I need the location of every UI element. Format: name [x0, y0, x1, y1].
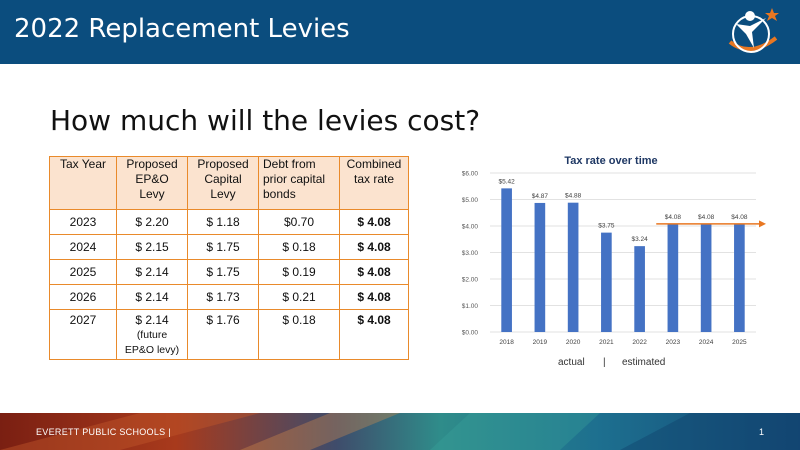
x-tick-label: 2025 — [732, 339, 747, 346]
cell-year: 2026 — [49, 284, 117, 310]
x-tick-label: 2021 — [599, 339, 614, 346]
legend-actual: actual — [558, 357, 585, 368]
cell-year: 2027 — [49, 309, 117, 360]
cell-debt: $ 0.19 — [258, 259, 340, 285]
cell-debt: $ 0.18 — [258, 309, 340, 360]
cell-debt: $0.70 — [258, 209, 340, 235]
table-header-row: Tax Year Proposed EP&O Levy Proposed Capita… — [49, 156, 409, 210]
cell-epo: $ 2.14 — [116, 259, 188, 285]
chart-title: Tax rate over time — [564, 155, 657, 167]
cell-year: 2025 — [49, 259, 117, 285]
district-logo-icon — [728, 8, 779, 53]
cell-capital: $ 1.73 — [187, 284, 259, 310]
y-tick-label: $1.00 — [462, 303, 479, 310]
cell-combined: $ 4.08 — [339, 234, 409, 260]
y-tick-label: $4.00 — [462, 224, 479, 231]
cell-debt: $ 0.18 — [258, 234, 340, 260]
header-prior-debt: Debt from prior capital bonds — [258, 156, 340, 210]
bar — [734, 223, 745, 332]
bar — [567, 202, 579, 332]
table-row: 2027 $ 2.14 (future EP&O levy) $ 1.76 $ 0.… — [49, 309, 409, 360]
slide-subtitle: How much will the levies cost? — [50, 104, 481, 137]
y-tick-label: $0.00 — [462, 330, 479, 337]
cell-combined: $ 4.08 — [339, 209, 409, 235]
x-tick-label: 2023 — [666, 339, 681, 346]
cell-capital: $ 1.18 — [187, 209, 259, 235]
header-tax-year: Tax Year — [49, 156, 117, 210]
bar — [534, 202, 546, 332]
cell-epo: $ 2.20 — [116, 209, 188, 235]
table-row: 2025 $ 2.14 $ 1.75 $ 0.19 $ 4.08 — [49, 259, 409, 285]
table-row: 2023 $ 2.20 $ 1.18 $0.70 $ 4.08 — [49, 209, 409, 235]
footer-organization: EVERETT PUBLIC SCHOOLS | — [36, 427, 171, 437]
cell-epo: $ 2.14 (future EP&O levy) — [116, 309, 188, 360]
x-tick-label: 2018 — [499, 339, 514, 346]
y-tick-label: $5.00 — [462, 197, 479, 204]
table-row: 2024 $ 2.15 $ 1.75 $ 0.18 $ 4.08 — [49, 234, 409, 260]
cell-capital: $ 1.76 — [187, 309, 259, 360]
data-label: $4.08 — [731, 214, 748, 221]
tax-rate-chart-svg: Tax rate over time $0.00 $1.00 $2.00 $3.00 $… — [462, 155, 766, 346]
data-label: $4.87 — [532, 193, 549, 200]
y-tick-label: $3.00 — [462, 250, 479, 257]
estimate-arrow-icon — [759, 220, 766, 228]
data-label: $4.08 — [665, 214, 682, 221]
x-tick-label: 2022 — [632, 339, 647, 346]
legend-separator: | — [603, 357, 606, 368]
cell-combined: $ 4.08 — [339, 284, 409, 310]
cell-epo: $ 2.14 — [116, 284, 188, 310]
legend-estimated: estimated — [622, 357, 666, 368]
header-combined-rate: Combined tax rate — [339, 156, 409, 210]
cell-capital: $ 1.75 — [187, 234, 259, 260]
bar — [700, 223, 712, 332]
footer-band — [0, 413, 800, 450]
cell-year: 2023 — [49, 209, 117, 235]
data-label: $4.88 — [565, 193, 582, 200]
data-label: $3.75 — [598, 223, 615, 230]
bar — [601, 232, 612, 332]
x-tick-label: 2020 — [566, 339, 581, 346]
bar — [634, 246, 645, 332]
x-tick-label: 2019 — [533, 339, 548, 346]
page-number: 1 — [759, 427, 765, 437]
cell-combined: $ 4.08 — [339, 259, 409, 285]
data-label: $4.08 — [698, 214, 715, 221]
y-tick-label: $6.00 — [462, 171, 479, 178]
header-bar: 2022 Replacement Levies — [0, 0, 800, 64]
cell-debt: $ 0.21 — [258, 284, 340, 310]
x-tick-label: 2024 — [699, 339, 714, 346]
header-epo-levy: Proposed EP&O Levy — [116, 156, 188, 210]
footer-decoration — [0, 413, 800, 450]
bar — [667, 223, 679, 332]
table-row: 2026 $ 2.14 $ 1.73 $ 0.21 $ 4.08 — [49, 284, 409, 310]
bar — [501, 188, 512, 332]
tax-rate-chart: Tax rate over time $0.00 $1.00 $2.00 $3.00 $… — [448, 148, 768, 370]
data-label: $3.24 — [631, 236, 648, 243]
header-capital-levy: Proposed Capital Levy — [187, 156, 259, 210]
levy-cost-table: Tax Year Proposed EP&O Levy Proposed Capita… — [49, 156, 409, 360]
data-label: $5.42 — [498, 178, 515, 185]
y-tick-label: $2.00 — [462, 277, 479, 284]
cell-year: 2024 — [49, 234, 117, 260]
cell-capital: $ 1.75 — [187, 259, 259, 285]
cell-combined: $ 4.08 — [339, 309, 409, 360]
slide-title: 2022 Replacement Levies — [14, 14, 350, 44]
cell-epo: $ 2.15 — [116, 234, 188, 260]
